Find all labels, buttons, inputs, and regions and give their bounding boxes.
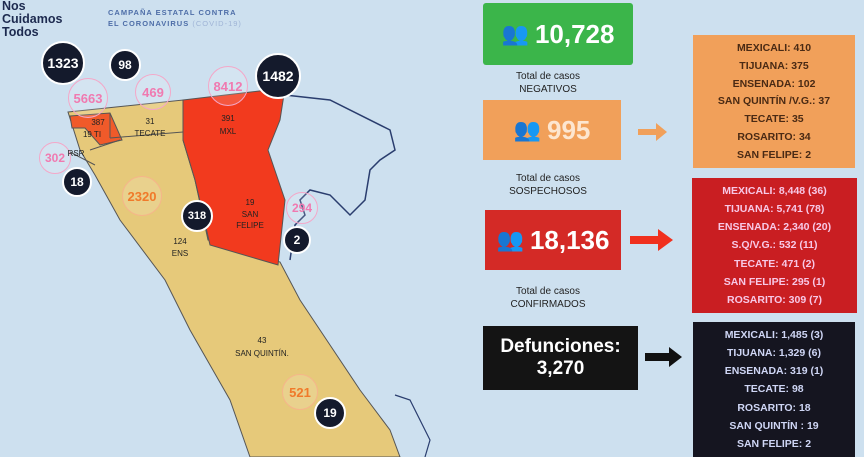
list-item: SAN FELIPE: 2 (736, 437, 812, 450)
list-item: SAN QUINTÍN : 19 (729, 419, 819, 432)
people-group-icon: 👥 (513, 117, 541, 142)
list-item: ENSENADA: 319 (1) (724, 365, 824, 378)
confirmados-value: 18,136 (529, 224, 610, 255)
arrow-right-icon (645, 347, 682, 367)
caption-line: Total de casos (516, 286, 580, 297)
people-group-icon: 👥 (496, 227, 524, 252)
map-label: MXL (219, 127, 237, 136)
campaign-covid: (COVID-19) (192, 19, 242, 28)
brand-line: Cuidamos (2, 12, 63, 26)
list-item: MEXICALI: 1,485 (3) (724, 329, 824, 342)
map-bubble-pink: 302 (39, 142, 71, 174)
map-label: FELIPE (236, 221, 264, 230)
map-bubble-dark: 1482 (255, 53, 301, 99)
brand-line: Nos (2, 0, 26, 13)
list-item: ROSARITO: 34 (737, 131, 811, 144)
list-item: MEXICALI: 8,448 (36) (722, 185, 827, 198)
map-bubble-pink: 294 (286, 192, 318, 224)
caption-line: NEGATIVOS (519, 84, 577, 95)
defunciones-label: Defunciones: (500, 336, 621, 357)
negativos-value: 10,728 (534, 18, 615, 49)
people-group-icon: 👥 (501, 21, 529, 46)
map-bubble-pink: 469 (135, 74, 171, 110)
map-label: 19 (245, 198, 255, 207)
caption-line: SOSPECHOSOS (509, 186, 587, 197)
map-label: SAN (241, 210, 259, 219)
list-item: S.Q/V.G.: 532 (11) (731, 239, 818, 252)
confirmados-box: 👥 18,136 (485, 210, 621, 270)
list-item: SAN QUINTÍN /V.G.: 37 (717, 95, 831, 108)
map-bubble-dark: 318 (181, 200, 213, 232)
map-label: ENS (171, 249, 189, 258)
map-label: 124 (173, 237, 187, 246)
negativos-caption: Total de casos NEGATIVOS (468, 70, 628, 96)
map-bubble-dark: 98 (109, 49, 141, 81)
map-bubble-pink: 8412 (208, 66, 248, 106)
list-item: ENSENADA: 2,340 (20) (717, 221, 832, 234)
caption-line: Total de casos (516, 173, 580, 184)
map-bubble-orange: 521 (282, 374, 318, 410)
list-item: SAN FELIPE: 295 (1) (723, 275, 826, 288)
region-borders (69, 113, 184, 166)
campaign-title: CAMPAÑA ESTATAL CONTRA EL CORONAVIRUS (C… (108, 7, 242, 29)
sospechosos-caption: Total de casos SOSPECHOSOS (468, 172, 628, 198)
list-item: TIJUANA: 5,741 (78) (724, 203, 825, 216)
map-bubble-dark: 19 (314, 397, 346, 429)
map-label: 31 (145, 117, 155, 126)
sospechosos-value: 995 (547, 114, 591, 145)
brand-line: Todos (2, 25, 39, 39)
list-item: TIJUANA: 1,329 (6) (727, 347, 821, 360)
list-item: TECATE: 471 (2) (734, 257, 815, 270)
defunciones-value: 3,270 (536, 358, 585, 379)
campaign-line: CAMPAÑA ESTATAL CONTRA (108, 8, 237, 17)
caption-line: Total de casos (516, 71, 580, 82)
list-item: TIJUANA: 375 (739, 59, 809, 72)
campaign-line: EL CORONAVIRUS (108, 19, 190, 28)
map-bubble-orange: 2320 (122, 176, 162, 216)
island-coast (394, 394, 431, 457)
map-label: 43 (257, 336, 267, 345)
map-bubble-dark: 18 (62, 167, 92, 197)
list-item: ENSENADA: 102 (732, 77, 816, 90)
sospechosos-list: MEXICALI: 410 TIJUANA: 375 ENSENADA: 102… (693, 35, 855, 168)
map-label: 391 (221, 114, 235, 123)
arrow-right-icon (630, 229, 673, 251)
sospechosos-box: 👥 995 (483, 100, 621, 160)
confirmados-caption: Total de casos CONFIRMADOS (468, 285, 628, 311)
map-bubble-pink: 5663 (68, 78, 108, 118)
defunciones-list: MEXICALI: 1,485 (3) TIJUANA: 1,329 (6) E… (693, 322, 855, 457)
map-bubble-dark: 2 (283, 226, 311, 254)
defunciones-box: Defunciones: 3,270 (483, 326, 638, 390)
map-label: RSR (67, 149, 85, 158)
map-bubble-dark: 1323 (41, 41, 85, 85)
list-item: TECATE: 35 (744, 113, 804, 126)
list-item: MEXICALI: 410 (736, 41, 812, 54)
list-item: SAN FELIPE: 2 (736, 148, 812, 161)
negativos-box: 👥 10,728 (483, 3, 633, 65)
arrow-right-icon (638, 123, 667, 141)
map-label: 387 (91, 118, 105, 127)
list-item: ROSARITO: 18 (737, 401, 811, 414)
map-label: 19 TI (82, 130, 102, 139)
caption-line: CONFIRMADOS (510, 299, 586, 310)
confirmados-list: MEXICALI: 8,448 (36) TIJUANA: 5,741 (78)… (692, 178, 857, 313)
list-item: TECATE: 98 (744, 383, 804, 396)
list-item: ROSARITO: 309 (7) (727, 293, 822, 306)
map-label: TECATE (134, 129, 166, 138)
brand-title: Nos Cuidamos Todos (2, 0, 62, 39)
map-label: SAN QUINTÍN. (235, 349, 289, 358)
